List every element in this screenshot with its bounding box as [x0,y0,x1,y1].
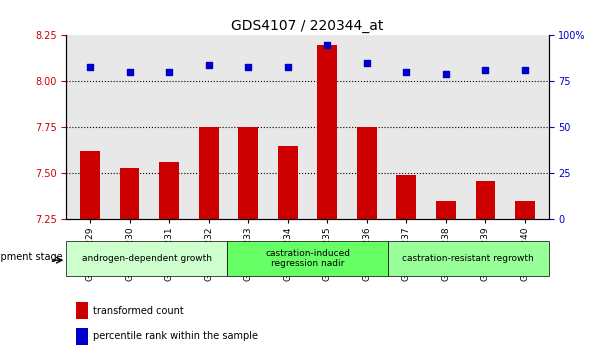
Bar [278,146,298,219]
Bar [515,201,535,219]
Title: GDS4107 / 220344_at: GDS4107 / 220344_at [232,19,384,33]
Point [323,42,332,47]
Point [362,60,371,66]
Bar [159,162,179,219]
Text: castration-resistant regrowth: castration-resistant regrowth [402,254,534,263]
Point [520,68,530,73]
Bar [120,168,139,219]
Point [125,69,134,75]
Bar [76,302,88,319]
Point [402,69,411,75]
Point [164,69,174,75]
Text: development stage: development stage [0,252,63,262]
Point [204,62,213,68]
Bar [436,201,456,219]
FancyBboxPatch shape [66,241,227,276]
FancyBboxPatch shape [227,241,388,276]
Text: transformed count: transformed count [93,306,183,316]
FancyBboxPatch shape [388,241,549,276]
Point [85,64,95,69]
Bar [199,127,218,219]
Point [481,68,490,73]
Bar [76,328,88,345]
Bar [476,181,495,219]
Text: percentile rank within the sample: percentile rank within the sample [93,331,258,341]
Bar [238,127,258,219]
Bar [80,152,100,219]
Point [244,64,253,69]
Bar [317,45,337,219]
Bar [357,127,377,219]
Point [283,64,292,69]
Text: castration-induced
regression nadir: castration-induced regression nadir [265,249,350,268]
Text: androgen-dependent growth: androgen-dependent growth [82,254,212,263]
Point [441,71,451,77]
Bar [397,175,416,219]
